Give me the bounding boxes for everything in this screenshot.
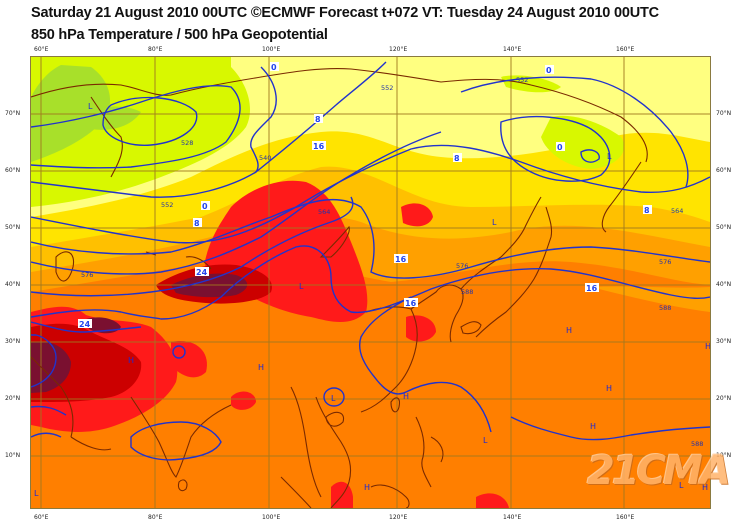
geo-label-552-nc: 552 — [381, 84, 393, 92]
low-marker: L — [483, 436, 488, 445]
temp-label-0-e: 0 — [557, 143, 563, 152]
lon-tick-bottom-60e: 60°E — [34, 514, 49, 521]
lon-tick-top-160e: 160°E — [616, 46, 635, 53]
temperature-shading — [31, 57, 710, 508]
lon-tick-bottom-80e: 80°E — [148, 514, 163, 521]
high-marker: H — [258, 363, 264, 372]
lat-tick-right-30n: 30°N — [716, 338, 732, 345]
geo-label-540: 540 — [259, 154, 271, 162]
geo-label-528: 528 — [181, 139, 193, 147]
contour-lines — [31, 61, 710, 461]
lat-tick-left-60n: 60°N — [5, 167, 21, 174]
geo-label-588-c: 588 — [461, 288, 473, 296]
geo-label-576-e: 576 — [659, 258, 671, 266]
contour-value-labels: 528 540 552 552 552 564 564 576 576 576 … — [78, 62, 703, 448]
lon-tick-top-140e: 140°E — [503, 46, 522, 53]
lat-tick-right-40n: 40°N — [716, 281, 732, 288]
high-marker: H — [403, 392, 409, 401]
lat-tick-right-50n: 50°N — [716, 224, 732, 231]
chart-title: Saturday 21 August 2010 00UTC ©ECMWF For… — [31, 5, 659, 21]
high-marker: H — [364, 483, 370, 492]
lat-tick-left-40n: 40°N — [5, 281, 21, 288]
temp-label-16-c: 16 — [395, 255, 407, 264]
lat-tick-right-70n: 70°N — [716, 110, 732, 117]
lon-tick-top-60e: 60°E — [34, 46, 49, 53]
temp-label-8-e: 8 — [644, 206, 650, 215]
temp-label-16-n: 16 — [313, 142, 325, 151]
geo-label-564-c: 564 — [318, 208, 330, 216]
temp-label-24-w: 24 — [79, 320, 91, 329]
high-marker: H — [606, 384, 612, 393]
temp-label-0-w: 0 — [202, 202, 208, 211]
high-marker: H — [705, 342, 710, 351]
lon-tick-top-100e: 100°E — [262, 46, 281, 53]
lat-tick-left-70n: 70°N — [5, 110, 21, 117]
high-marker: H — [590, 422, 596, 431]
low-marker: L — [331, 394, 336, 403]
lat-tick-left-50n: 50°N — [5, 224, 21, 231]
geo-label-564-e: 564 — [671, 207, 683, 215]
low-marker: L — [299, 282, 304, 291]
high-marker: H — [566, 326, 572, 335]
temp-label-0-n: 0 — [271, 63, 277, 72]
lat-tick-right-20n: 20°N — [716, 395, 732, 402]
pressure-centers: H H H H H H H H H L L L L L L L L — [34, 102, 710, 498]
temp-label-16-e: 16 — [586, 284, 598, 293]
geo-label-588-s: 588 — [691, 440, 703, 448]
low-marker: L — [607, 152, 612, 161]
geo-label-576-c: 576 — [456, 262, 468, 270]
temp-label-16-s: 16 — [405, 299, 417, 308]
geo-label-588-e: 588 — [659, 304, 671, 312]
low-marker: L — [492, 218, 497, 227]
temp-label-24-c: 24 — [196, 268, 208, 277]
lon-tick-top-120e: 120°E — [389, 46, 408, 53]
geo-label-552-ne: 552 — [516, 76, 528, 84]
lat-tick-right-10n: 10°N — [716, 452, 732, 459]
coastlines — [31, 68, 648, 508]
lon-tick-top-80e: 80°E — [148, 46, 163, 53]
chart-subtitle: 850 hPa Temperature / 500 hPa Geopotenti… — [31, 27, 328, 43]
lon-tick-bottom-100e: 100°E — [262, 514, 281, 521]
high-marker: H — [128, 356, 134, 365]
temp-label-8-c: 8 — [454, 154, 460, 163]
watermark-logo: 21CMA — [587, 448, 731, 494]
high-marker: H — [702, 483, 708, 492]
temp-label-8-w: 8 — [194, 219, 200, 228]
low-marker: L — [34, 489, 39, 498]
temp-label-8-n: 8 — [315, 115, 321, 124]
weather-map[interactable]: 528 540 552 552 552 564 564 576 576 576 … — [30, 56, 711, 509]
lon-tick-bottom-160e: 160°E — [616, 514, 635, 521]
low-marker: L — [679, 481, 684, 490]
lat-tick-left-10n: 10°N — [5, 452, 21, 459]
map-canvas: 528 540 552 552 552 564 564 576 576 576 … — [31, 57, 710, 508]
lat-tick-right-60n: 60°N — [716, 167, 732, 174]
lat-tick-left-20n: 20°N — [5, 395, 21, 402]
lat-lon-grid — [31, 57, 710, 508]
lat-tick-left-30n: 30°N — [5, 338, 21, 345]
lon-tick-bottom-140e: 140°E — [503, 514, 522, 521]
geo-label-576-w: 576 — [81, 271, 93, 279]
temp-label-0-ne: 0 — [546, 66, 552, 75]
lon-tick-bottom-120e: 120°E — [389, 514, 408, 521]
low-marker: L — [88, 102, 93, 111]
geo-label-552-w: 552 — [161, 201, 173, 209]
